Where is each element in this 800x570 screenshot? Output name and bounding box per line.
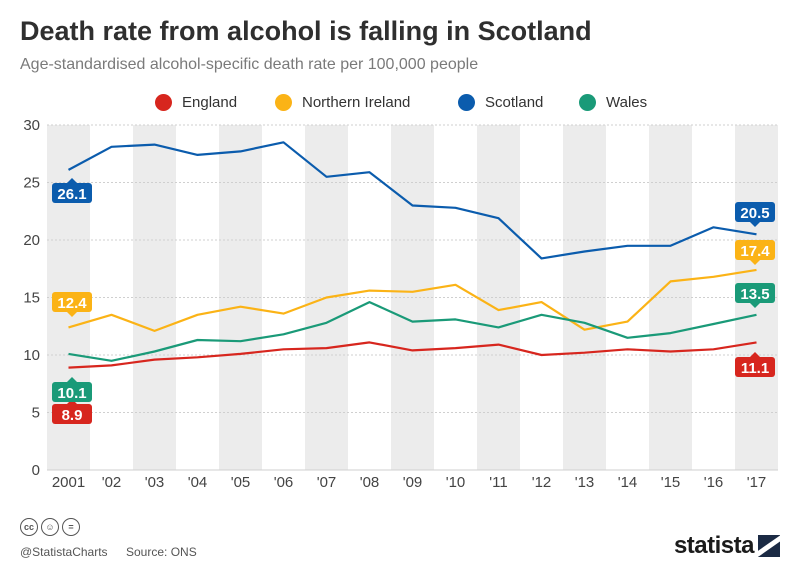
x-tick-label: '12 (532, 474, 552, 491)
legend-label-northern-ireland: Northern Ireland (302, 93, 411, 111)
legend-swatch-scotland (458, 93, 475, 111)
x-tick-label: '10 (446, 474, 466, 491)
end-label-wales-box (735, 283, 775, 303)
end-label-england-pointer (750, 352, 760, 357)
legend-label-scotland: Scotland (485, 93, 544, 111)
end-label-scotland-pointer (750, 222, 760, 227)
series-line-scotland (67, 141, 757, 260)
legend-swatch-england (155, 93, 172, 111)
x-tick-label: '03 (145, 474, 165, 491)
license-icons: cc ☺ = (20, 518, 80, 536)
statista-handle[interactable]: @StatistaCharts (20, 545, 108, 559)
x-tick-label: '16 (704, 474, 724, 491)
cc-icon[interactable]: cc (20, 518, 38, 536)
x-tick-label: '05 (231, 474, 251, 491)
y-tick-label: 10 (23, 347, 40, 364)
chart-title: Death rate from alcohol is falling in Sc… (20, 16, 592, 46)
x-tick-label: '09 (403, 474, 423, 491)
series-line-wales (68, 301, 757, 362)
x-tick-label: '13 (575, 474, 595, 491)
end-label-wales-pointer (750, 303, 760, 308)
x-tick-label: '17 (747, 474, 767, 491)
end-label-scotland-box (735, 202, 775, 222)
legend-swatch-northern-ireland (275, 93, 292, 111)
legend-item-wales: Wales (579, 90, 647, 114)
series-line-england (68, 341, 757, 369)
legend-swatch-wales (579, 93, 596, 111)
start-label-wales: 10.1 (57, 385, 86, 402)
y-tick-label: 15 (23, 290, 40, 307)
end-label-northern-ireland-box (735, 240, 775, 260)
y-tick-label: 5 (32, 405, 40, 422)
start-label-northern-ireland-box (52, 292, 92, 312)
brand-name: statista (673, 532, 755, 559)
start-label-england: 8.9 (62, 407, 83, 424)
legend-label-wales: Wales (606, 93, 648, 111)
by-icon[interactable]: ☺ (41, 518, 59, 536)
series-line-northern-ireland (68, 268, 757, 332)
start-label-scotland-box (52, 183, 92, 203)
end-label-northern-ireland: 17.4 (740, 243, 770, 260)
end-label-scotland: 20.5 (740, 205, 769, 222)
x-tick-label: '15 (661, 474, 681, 491)
line-chart: 0 5 10 15 20 25 30 2001 '02 '03 '04 '05 '06 '07 '08 '09… (23, 117, 778, 491)
chart-subtitle: Age-standardised alcohol-specific death … (20, 56, 479, 73)
start-label-northern-ireland: 12.4 (57, 295, 87, 312)
y-tick-label: 30 (23, 117, 40, 134)
statista-mark-icon (758, 535, 780, 557)
x-tick-label: '14 (618, 474, 638, 491)
end-label-england: 11.1 (741, 360, 769, 377)
x-tick-label: '11 (489, 474, 507, 491)
start-label-wales-pointer (67, 377, 77, 382)
x-tick-label: '02 (102, 474, 122, 491)
legend-item-scotland: Scotland (458, 90, 543, 114)
end-label-northern-ireland-pointer (750, 260, 760, 265)
start-label-england-box (52, 404, 92, 424)
y-tick-label: 25 (23, 175, 40, 192)
legend-item-england: England (155, 90, 237, 114)
start-label-scotland: 26.1 (57, 186, 86, 203)
x-tick-label: '06 (274, 474, 294, 491)
legend: England Northern Ireland Scotland Wales (0, 90, 800, 114)
y-tick-label: 0 (32, 462, 40, 479)
start-label-wales-box (52, 382, 92, 402)
start-label-northern-ireland-pointer (67, 312, 77, 317)
source-text: Source: ONS (126, 545, 197, 559)
x-tick-label: 2001 (52, 474, 85, 491)
x-tick-label: '04 (188, 474, 208, 491)
x-tick-label: '07 (317, 474, 337, 491)
footer: cc ☺ = @StatistaCharts Source: ONS stati… (20, 518, 780, 560)
x-tick-label: '08 (360, 474, 380, 491)
end-label-england-box (735, 357, 775, 377)
statista-logo[interactable]: statista (674, 532, 780, 560)
nd-icon[interactable]: = (62, 518, 80, 536)
end-label-wales: 13.5 (740, 286, 769, 303)
start-label-scotland-pointer (67, 178, 77, 183)
y-tick-label: 20 (23, 232, 40, 249)
legend-item-northern-ireland: Northern Ireland (275, 90, 410, 114)
legend-label-england: England (182, 93, 238, 111)
